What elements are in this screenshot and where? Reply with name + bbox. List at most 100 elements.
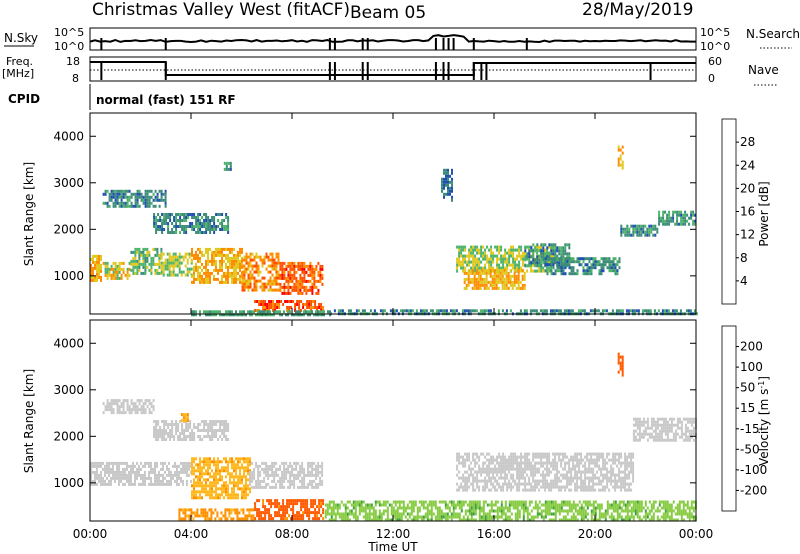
heatmap-cell-0-2	[136, 271, 139, 275]
heatmap-cell-1-5	[514, 518, 517, 522]
heatmap-cell-0-1	[118, 261, 121, 265]
heatmap-cell-0-13	[505, 271, 508, 275]
heatmap-cell-1-5	[656, 515, 659, 519]
heatmap-cell-1-6	[484, 485, 487, 489]
heatmap-cell-0-6	[309, 264, 312, 268]
heatmap-cell-1-5	[330, 500, 333, 504]
heatmap-cell-0-15	[610, 260, 613, 264]
heatmap-cell-1-5	[464, 512, 467, 516]
heatmap-cell-1-2	[299, 479, 302, 483]
heatmap-cell-0-4	[195, 268, 197, 272]
heatmap-cell-1-5	[362, 515, 365, 519]
heatmap-cell-1-2	[315, 482, 318, 486]
heatmap-cell-0-7	[296, 300, 299, 303]
heatmap-cell-1-1	[213, 484, 215, 488]
heatmap-cell-0-9	[116, 189, 119, 193]
heatmap-cell-0-5	[255, 282, 258, 286]
heatmap-cell-0-13	[501, 286, 504, 290]
heatmap-cell-0-4	[233, 271, 235, 275]
heatmap-cell-1-5	[480, 506, 483, 510]
heatmap-cell-1-0	[156, 479, 158, 483]
heatmap-cell-1-5	[616, 515, 619, 519]
heatmap-cell-1-6	[512, 452, 515, 456]
heatmap-cell-1-4	[184, 514, 187, 518]
heatmap-cell-1-5	[590, 509, 593, 513]
heatmap-cell-1-2	[303, 473, 306, 477]
heatmap-cell-1-1	[193, 487, 195, 491]
heatmap-cell-0-4	[227, 274, 229, 278]
heatmap-cell-1-2	[307, 461, 310, 465]
heatmap-cell-0-8	[279, 313, 281, 317]
heatmap-cell-1-5	[586, 518, 589, 522]
heatmap-cell-0-6	[291, 261, 294, 265]
heatmap-cell-0-15	[564, 266, 567, 270]
heatmap-cell-1-2	[321, 473, 324, 477]
heatmap-cell-0-10	[155, 228, 158, 231]
heatmap-cell-0-8	[239, 313, 241, 317]
heatmap-cell-1-5	[594, 500, 597, 504]
heatmap-cell-0-13	[503, 277, 506, 281]
heatmap-cell-0-14	[534, 264, 537, 268]
heatmap-cell-1-5	[496, 515, 499, 519]
heatmap-cell-1-5	[680, 515, 683, 519]
heatmap-cell-0-3	[160, 255, 163, 259]
heatmap-cell-0-3	[170, 261, 173, 265]
heatmap-cell-1-0	[132, 482, 134, 486]
heatmap-cell-0-1	[112, 276, 115, 280]
heatmap-cell-0-18	[447, 183, 449, 187]
heatmap-cell-1-5	[370, 503, 373, 507]
heatmap-cell-0-6	[305, 291, 308, 295]
heatmap-cell-1-6	[532, 488, 535, 492]
heatmap-cell-0-6	[283, 282, 286, 286]
heatmap-cell-0-10	[181, 213, 184, 216]
heatmap-cell-1-5	[368, 515, 371, 519]
heatmap-cell-0-9	[128, 198, 131, 202]
heatmap-cell-0-8	[283, 310, 285, 314]
heatmap-cell-1-5	[536, 509, 539, 513]
heatmap-cell-0-6	[287, 282, 290, 286]
heatmap-cell-1-2	[319, 482, 322, 486]
heatmap-cell-0-5	[273, 288, 276, 292]
heatmap-cell-1-6	[472, 482, 475, 486]
heatmap-cell-1-5	[344, 509, 347, 513]
heatmap-cell-0-5	[273, 267, 276, 271]
heatmap-cell-1-0	[164, 476, 166, 480]
heatmap-cell-1-4	[196, 514, 199, 518]
heatmap-cell-0-10	[163, 219, 166, 222]
heatmap-cell-0-4	[239, 268, 241, 272]
heatmap-cell-0-18	[449, 180, 451, 184]
heatmap-cell-1-1	[213, 478, 215, 482]
heatmap-cell-0-12	[532, 269, 535, 273]
heatmap-cell-1-4	[208, 508, 211, 512]
heatmap-cell-0-12	[502, 260, 505, 264]
heatmap-cell-0-10	[211, 216, 214, 219]
heatmap-cell-0-3	[172, 255, 175, 259]
heatmap-cell-0-9	[164, 195, 167, 199]
heatmap-cell-1-1	[215, 481, 217, 485]
heatmap-cell-1-2	[275, 485, 278, 489]
heatmap-cell-0-8	[273, 310, 275, 314]
heatmap-cell-1-2	[309, 482, 312, 486]
heatmap-cell-0-18	[441, 180, 443, 184]
heatmap-cell-1-2	[307, 485, 310, 489]
heatmap-cell-1-2	[271, 461, 274, 465]
heatmap-cell-0-4	[217, 253, 219, 257]
heatmap-cell-1-6	[524, 482, 527, 486]
heatmap-cell-1-3	[286, 517, 289, 521]
nave-tick-low: 0	[708, 72, 715, 85]
heatmap-cell-1-6	[490, 482, 493, 486]
heatmap-cell-1-3	[272, 517, 275, 521]
heatmap-cell-0-15	[600, 266, 603, 270]
heatmap-cell-0-4	[223, 280, 225, 284]
heatmap-cell-1-5	[472, 500, 475, 504]
heatmap-cell-0-15	[606, 266, 609, 270]
heatmap-cell-0-6	[301, 261, 304, 265]
heatmap-cell-1-1	[231, 481, 233, 485]
heatmap-cell-0-3	[172, 261, 175, 265]
heatmap-cell-0-20	[621, 145, 624, 149]
heatmap-cell-0-15	[584, 263, 587, 267]
heatmap-cell-0-4	[221, 259, 223, 263]
heatmap-cell-0-15	[568, 263, 571, 267]
heatmap-cell-1-5	[554, 515, 557, 519]
heatmap-cell-0-8	[239, 310, 241, 314]
